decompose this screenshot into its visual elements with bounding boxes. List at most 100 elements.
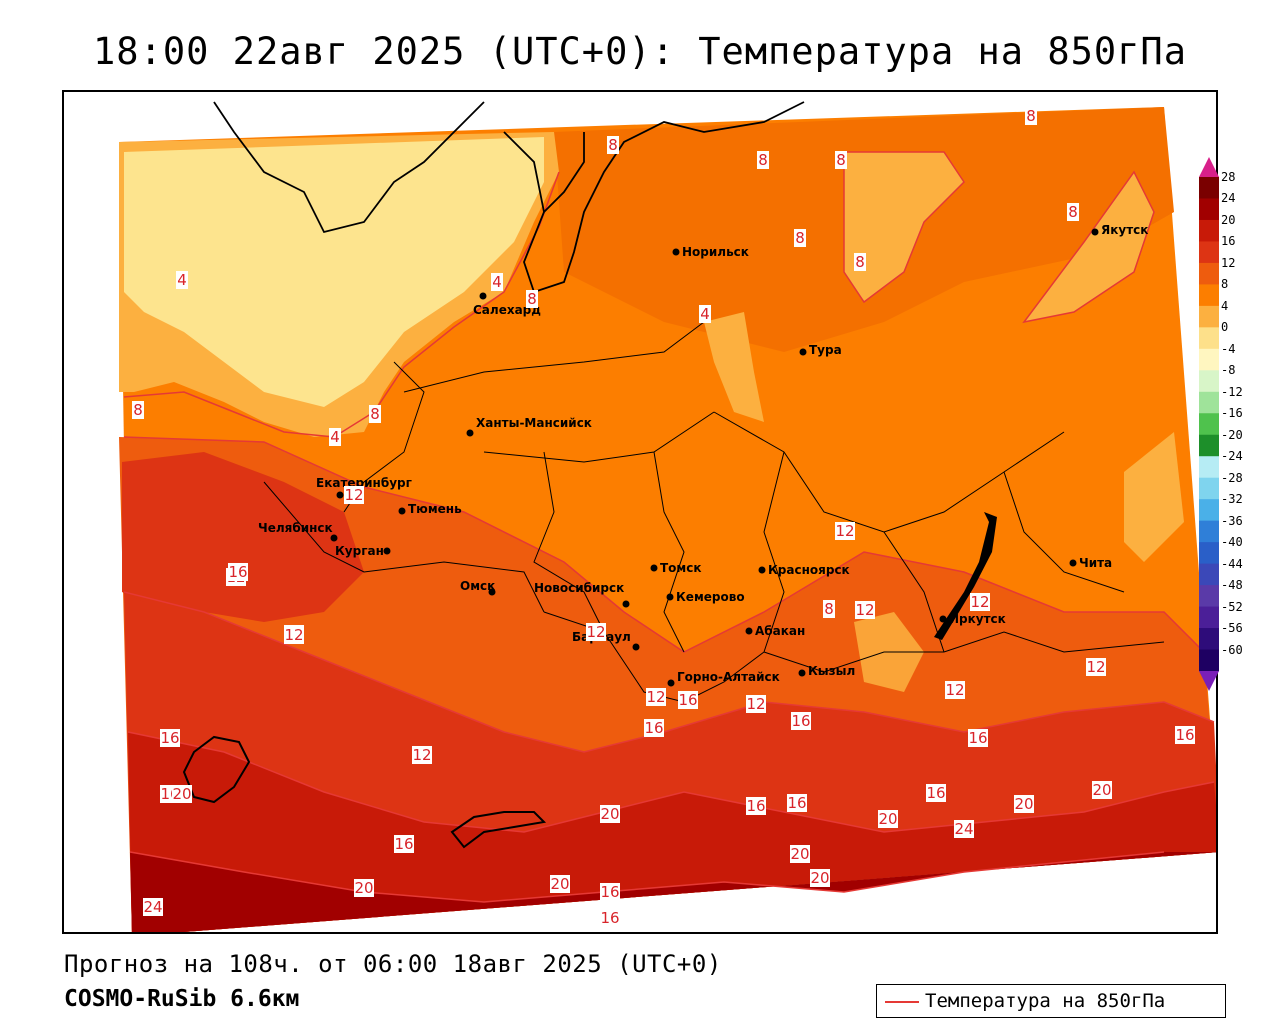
city-label: Тюмень xyxy=(408,502,462,516)
isotherm-label: 12 xyxy=(284,626,304,644)
isotherm-label: 16 xyxy=(394,835,414,853)
city-label: Абакан xyxy=(755,624,805,638)
svg-text:12: 12 xyxy=(855,601,874,619)
city-marker[interactable]: Тура xyxy=(799,343,842,357)
isotherm-labels-layer: 8 8 8 8 8 8 8 4 4 8 4 8 4 8 12 12 12 12 12 8 12 12 12 12 12 16 16 1… xyxy=(132,107,1195,927)
colorbar-cell xyxy=(1199,606,1219,629)
isotherm-label: 8 xyxy=(1025,107,1037,125)
city-marker[interactable]: Норильск xyxy=(672,245,749,259)
city-marker[interactable]: Новосибирск xyxy=(534,581,630,608)
city-marker[interactable]: Кемерово xyxy=(666,590,745,604)
city-dot xyxy=(666,593,674,601)
isotherm-label: 16 xyxy=(228,563,248,581)
svg-text:8: 8 xyxy=(855,253,865,271)
isotherm-label: 16 xyxy=(926,784,946,802)
colorbar-tick-label: -40 xyxy=(1221,535,1243,550)
lake-balkhash xyxy=(450,811,547,849)
colorbar-cell xyxy=(1199,585,1219,608)
svg-text:12: 12 xyxy=(412,746,431,764)
city-dot xyxy=(466,429,474,437)
city-label: Кызыл xyxy=(808,664,855,678)
svg-text:16: 16 xyxy=(228,563,247,581)
colorbar-cell xyxy=(1199,262,1219,285)
svg-text:12: 12 xyxy=(284,626,303,644)
colorbar-cell xyxy=(1199,477,1219,500)
colorbar-tick-label: -24 xyxy=(1221,449,1243,464)
isotherm-label: 20 xyxy=(172,785,192,803)
city-dot xyxy=(622,600,630,608)
svg-text:24: 24 xyxy=(143,898,162,916)
city-dot xyxy=(745,627,753,635)
svg-text:12: 12 xyxy=(586,623,605,641)
colorbar-cell xyxy=(1199,177,1219,199)
map-panel[interactable]: Норильск Якутск Салехард Тура Ханты-Мансийск… xyxy=(62,90,1218,934)
forecast-info: Прогноз на 108ч. от 06:00 18авг 2025 (UT… xyxy=(64,950,722,978)
city-dot xyxy=(398,507,406,515)
svg-text:12: 12 xyxy=(945,681,964,699)
city-marker[interactable]: Тюмень xyxy=(398,502,463,516)
city-label: Омск xyxy=(460,579,495,593)
city-dot xyxy=(1069,559,1077,567)
svg-text:16: 16 xyxy=(600,883,619,901)
city-marker[interactable]: Красноярск xyxy=(758,563,850,577)
zone-hotter-south xyxy=(128,732,1216,932)
city-label: Челябинск xyxy=(258,521,333,535)
temperature-map[interactable]: Норильск Якутск Салехард Тура Ханты-Мансийск… xyxy=(64,92,1218,934)
city-marker[interactable]: Горно-Алтайск xyxy=(667,670,780,687)
colorbar-tick-label: -56 xyxy=(1221,621,1243,636)
isotherm-label: 12 xyxy=(586,623,606,641)
city-marker[interactable]: Ханты-Мансийск xyxy=(466,416,592,437)
city-marker[interactable]: Курган xyxy=(335,544,391,558)
city-marker[interactable]: Салехард xyxy=(473,292,541,318)
svg-text:20: 20 xyxy=(550,875,569,893)
colorbar-tick-label: -16 xyxy=(1221,406,1243,421)
city-marker[interactable]: Абакан xyxy=(745,624,806,638)
isotherm-label: 16 xyxy=(678,691,698,709)
city-label: Томск xyxy=(660,561,702,575)
zone-pale-yakutsk xyxy=(1024,172,1154,322)
isotherm-label: 20 xyxy=(810,869,830,887)
isotherm-label: 20 xyxy=(354,879,374,897)
city-marker[interactable]: Челябинск xyxy=(258,521,338,542)
city-marker[interactable]: Томск xyxy=(650,561,702,575)
colorbar-tick-label: 16 xyxy=(1221,234,1236,249)
svg-text:12: 12 xyxy=(646,688,665,706)
colorbar-tick-label: 28 xyxy=(1221,170,1236,184)
city-label: Чита xyxy=(1079,556,1112,570)
svg-text:8: 8 xyxy=(527,290,537,308)
colorbar-cell xyxy=(1199,628,1219,651)
isotherm-label: 16 xyxy=(787,794,807,812)
city-label: Якутск xyxy=(1101,223,1148,237)
svg-text:8: 8 xyxy=(608,136,618,154)
colorbar-tick-label: 0 xyxy=(1221,320,1229,335)
svg-text:20: 20 xyxy=(790,845,809,863)
city-marker[interactable]: Кызыл xyxy=(798,664,856,678)
colorbar-cell xyxy=(1199,391,1219,414)
city-marker[interactable]: Екатеринбург xyxy=(316,476,412,499)
isotherm-label: 8 xyxy=(1067,203,1079,221)
isotherm-label: 20 xyxy=(790,845,810,863)
svg-text:20: 20 xyxy=(810,869,829,887)
city-dot xyxy=(330,534,338,542)
zone-pale-ne xyxy=(844,152,964,302)
city-marker[interactable]: Якутск xyxy=(1091,223,1149,237)
svg-text:4: 4 xyxy=(330,428,340,446)
svg-text:8: 8 xyxy=(795,229,805,247)
isotherm-label: 4 xyxy=(329,428,341,446)
svg-text:12: 12 xyxy=(1086,658,1105,676)
colorbar-tick-label: -36 xyxy=(1221,513,1243,528)
colorbar-cell xyxy=(1199,563,1219,586)
city-dot xyxy=(798,669,806,677)
city-marker[interactable]: Чита xyxy=(1069,556,1113,570)
svg-text:16: 16 xyxy=(787,794,806,812)
colorbar-tick-label: -60 xyxy=(1221,642,1243,657)
colorbar-tick-label: -48 xyxy=(1221,578,1243,593)
city-label: Курган xyxy=(335,544,384,558)
svg-text:12: 12 xyxy=(746,695,765,713)
svg-text:20: 20 xyxy=(878,810,897,828)
colorbar-cell xyxy=(1199,198,1219,221)
colorbar-top-arrow xyxy=(1199,157,1219,177)
city-marker[interactable]: Омск xyxy=(460,579,496,596)
city-dot xyxy=(1091,228,1099,236)
city-marker[interactable]: Иркутск xyxy=(939,612,1006,626)
